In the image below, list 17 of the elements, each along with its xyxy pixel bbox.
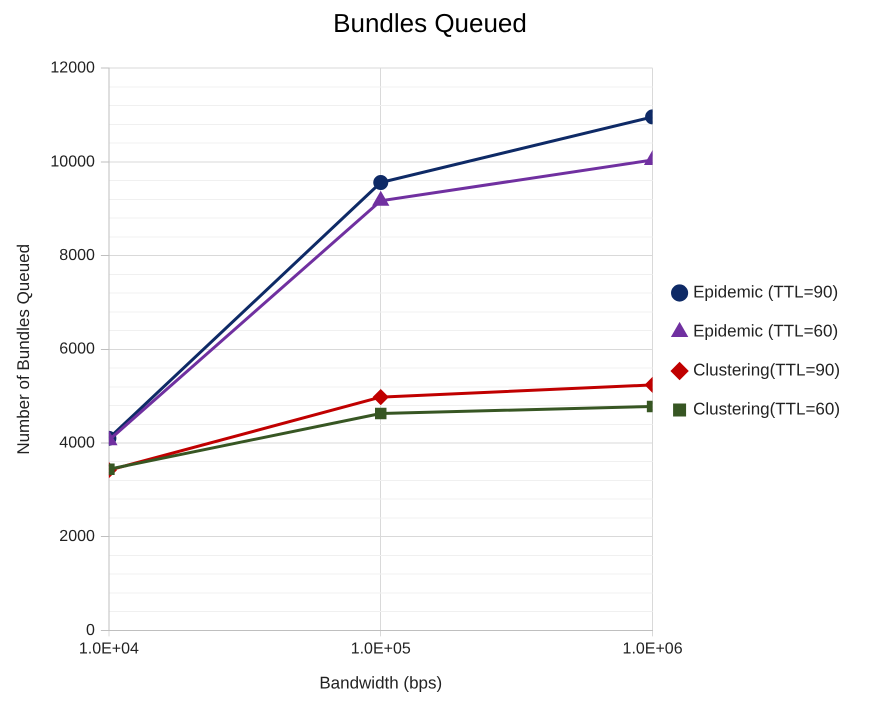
x-tick-label: 1.0E+04 bbox=[78, 640, 140, 658]
x-axis-title: Bandwidth (bps) bbox=[319, 673, 442, 692]
y-tick-label: 4000 bbox=[59, 434, 95, 452]
x-tick-label: 1.0E+06 bbox=[622, 640, 683, 658]
y-tick-label: 10000 bbox=[50, 153, 95, 170]
y-tick-label: 6000 bbox=[59, 340, 95, 358]
chart-title: Bundles Queued bbox=[333, 8, 527, 38]
legend-label: Clustering(TTL=90) bbox=[693, 360, 840, 380]
legend-label: Clustering(TTL=60) bbox=[693, 400, 840, 419]
y-tick-label: 12000 bbox=[50, 60, 95, 77]
x-tick-label: 1.0E+05 bbox=[350, 640, 411, 658]
y-tick-label: 2000 bbox=[59, 528, 95, 546]
legend-label: Epidemic (TTL=90) bbox=[693, 282, 838, 302]
y-tick-label: 8000 bbox=[59, 247, 95, 264]
y-axis-title: Number of Bundles Queued bbox=[14, 244, 33, 455]
legend-label: Epidemic (TTL=60) bbox=[693, 322, 838, 341]
y-tick-label: 0 bbox=[86, 622, 95, 639]
